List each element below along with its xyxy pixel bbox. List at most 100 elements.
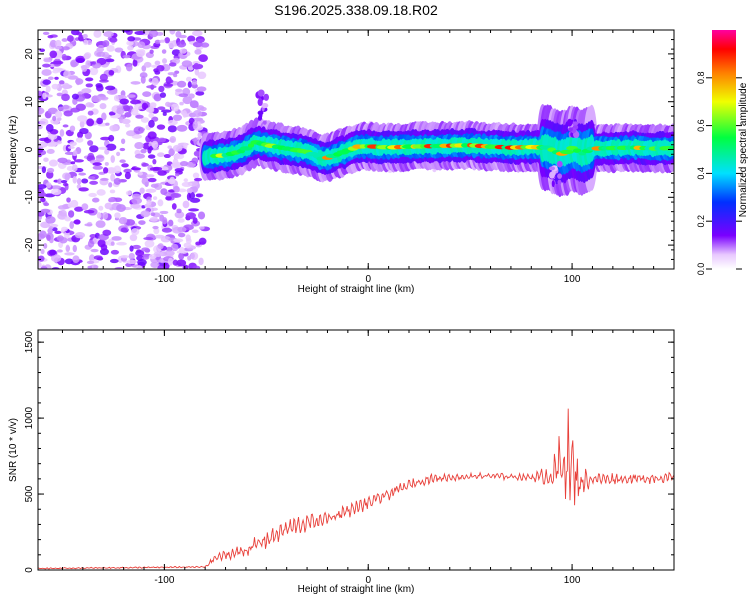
noise-speck <box>141 256 150 260</box>
noise-speck <box>198 226 205 230</box>
colorbar-ticks: 0.0 0.2 0.4 0.6 0.8 <box>696 72 742 275</box>
noise-speck <box>145 188 157 193</box>
noise-speck <box>160 235 171 243</box>
noise-speck <box>113 177 122 185</box>
noise-speck <box>139 187 145 194</box>
figure-title: S196.2025.338.09.18.R02 <box>274 2 438 18</box>
noise-speck <box>159 39 166 43</box>
noise-speck <box>90 248 99 253</box>
noise-speck <box>98 146 108 150</box>
plume-speck <box>263 93 269 101</box>
noise-speck <box>153 227 160 235</box>
noise-speck <box>87 110 94 116</box>
colorbar-gradient <box>712 30 736 269</box>
noise-speck <box>193 62 200 70</box>
ridge-peak <box>572 148 582 153</box>
noise-speck <box>193 177 203 182</box>
noise-speck <box>92 165 104 170</box>
noise-speck <box>131 107 139 116</box>
noise-speck <box>49 50 58 59</box>
noise-speck <box>139 72 148 79</box>
noise-speck <box>145 107 154 113</box>
noise-speck <box>165 195 172 201</box>
ridge-peak <box>239 146 253 151</box>
noise-speck <box>69 125 76 132</box>
noise-speck <box>49 39 57 48</box>
noise-speck <box>167 125 177 133</box>
y-tick-label: 0 <box>24 567 35 573</box>
noise-speck <box>148 30 159 38</box>
noise-speck <box>130 99 141 105</box>
noise-speck <box>102 229 112 236</box>
noise-speck <box>179 160 189 167</box>
noise-speck <box>40 248 45 255</box>
noise-speck <box>61 226 68 232</box>
noise-speck <box>54 45 63 50</box>
noise-speck <box>78 34 84 42</box>
noise-speck <box>187 255 192 261</box>
noise-speck <box>79 128 89 135</box>
noise-speck <box>156 124 166 130</box>
noise-speck <box>45 182 52 189</box>
noise-speck <box>64 258 74 265</box>
noise-speck <box>97 44 104 48</box>
noise-speck <box>167 145 173 150</box>
noise-speck <box>192 172 200 179</box>
noise-speck <box>72 244 77 253</box>
noise-speck <box>130 203 141 209</box>
noise-speck <box>109 124 119 132</box>
noise-speck <box>69 141 77 147</box>
spectrogram-x-label: Height of straight line (km) <box>298 284 415 295</box>
noise-speck <box>76 31 83 36</box>
spectrogram-y-label: Frequency (Hz) <box>8 116 19 185</box>
noise-speck <box>126 94 136 98</box>
noise-speck <box>86 118 95 127</box>
noise-speck <box>116 107 125 115</box>
noise-speck <box>198 237 207 245</box>
noise-speck <box>109 37 118 43</box>
noise-speck <box>47 107 58 115</box>
noise-speck <box>72 255 80 264</box>
noise-speck <box>72 164 78 172</box>
noise-speck <box>111 236 122 241</box>
noise-speck <box>182 110 188 118</box>
noise-speck <box>200 42 210 48</box>
noise-speck <box>152 158 157 165</box>
noise-speck <box>40 266 48 269</box>
noise-speck <box>141 102 148 110</box>
noise-speck <box>140 148 147 154</box>
noise-speck <box>154 39 161 45</box>
noise-speck <box>168 62 177 67</box>
noise-speck <box>89 145 99 153</box>
plume-speck <box>257 98 263 106</box>
noise-speck <box>76 184 82 189</box>
noise-speck <box>194 49 202 55</box>
noise-speck <box>92 197 100 203</box>
noise-speck <box>105 58 115 63</box>
noise-speck <box>108 111 116 116</box>
noise-speck <box>87 140 94 146</box>
noise-speck <box>189 197 201 203</box>
noise-speck <box>45 216 56 224</box>
ridge-peak <box>461 143 470 148</box>
noise-speck <box>50 185 62 190</box>
noise-speck <box>145 174 155 178</box>
colorbar-label: Normalized spectral amplitude <box>738 82 749 217</box>
noise-speck <box>51 83 60 90</box>
noise-speck <box>96 117 104 125</box>
noise-speck <box>192 121 198 129</box>
noise-speck <box>178 252 185 260</box>
noise-speck <box>52 227 58 232</box>
noise-speck <box>162 58 168 64</box>
noise-speck <box>151 140 159 149</box>
noise-speck <box>72 150 78 157</box>
noise-speck <box>175 173 180 177</box>
noise-speck <box>99 73 108 82</box>
noise-speck <box>160 109 172 113</box>
plume-speck <box>557 173 563 179</box>
noise-speck <box>95 154 105 163</box>
noise-speck <box>132 244 141 250</box>
noise-speck <box>62 104 70 110</box>
